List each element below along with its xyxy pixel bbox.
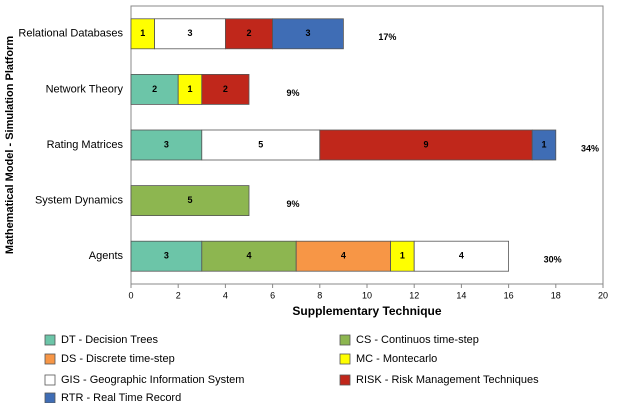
y-axis-label: Mathematical Model - Simulation Platform [4, 36, 16, 254]
bar-segment [130, 185, 250, 217]
legend-swatch [339, 334, 351, 346]
data-label: 5 [187, 195, 192, 205]
x-tick-label: 6 [270, 290, 275, 300]
x-axis-label: Supplementary Technique [292, 304, 441, 318]
y-tick-label: Relational Databases [18, 28, 123, 40]
data-label: 1 [140, 28, 145, 38]
data-label: 2 [246, 28, 251, 38]
data-label: 2 [152, 84, 157, 94]
legend-swatch [44, 374, 56, 386]
data-label: 4 [459, 251, 464, 261]
y-tick-label: Network Theory [46, 83, 124, 95]
share-label: 30% [544, 255, 562, 265]
x-tick-label: 12 [409, 290, 419, 300]
legend-label: CS - Continuos time-step [356, 334, 479, 346]
x-tick-label: 2 [176, 290, 181, 300]
data-label: 1 [400, 251, 405, 261]
bar-segment [319, 129, 533, 161]
share-label: 9% [286, 88, 299, 98]
legend-label: DS - Discrete time-step [61, 353, 175, 365]
x-tick-label: 16 [504, 290, 514, 300]
x-tick-label: 4 [223, 290, 228, 300]
x-tick-label: 0 [128, 290, 133, 300]
legend-swatch [44, 392, 56, 404]
data-label: 5 [258, 139, 263, 149]
legend-swatch [44, 353, 56, 365]
bar-segment [130, 74, 179, 105]
x-tick-label: 8 [317, 290, 322, 300]
x-tick-label: 14 [456, 290, 466, 300]
data-label: 1 [187, 84, 192, 94]
legend-label: MC - Montecarlo [356, 353, 437, 365]
legend-label: RTR - Real Time Record [61, 392, 181, 403]
data-label: 4 [246, 251, 251, 261]
data-label: 9 [423, 139, 428, 149]
share-label: 9% [286, 199, 299, 209]
data-label: 3 [164, 251, 169, 261]
y-tick-label: System Dynamics [35, 195, 124, 207]
legend-swatch [44, 334, 56, 346]
legend-swatch [339, 353, 351, 365]
legend-label: DT - Decision Trees [61, 334, 158, 346]
legend-label: GIS - Geographic Information System [61, 374, 244, 386]
bar-segment [130, 129, 203, 161]
data-label: 3 [187, 28, 192, 38]
bar-segment [201, 74, 250, 105]
bar-segment [130, 240, 203, 272]
bar-segment [413, 240, 510, 272]
share-label: 17% [378, 32, 396, 42]
share-label: 34% [581, 143, 599, 153]
bar-segment [531, 129, 557, 161]
legend-swatch [339, 374, 351, 386]
x-tick-label: 20 [598, 290, 608, 300]
y-tick-label: Rating Matrices [47, 139, 124, 151]
data-label: 2 [223, 84, 228, 94]
legend-label: RISK - Risk Management Techniques [356, 374, 539, 386]
bar-segment [201, 129, 321, 161]
data-label: 4 [341, 251, 346, 261]
bar-segment [272, 18, 344, 50]
bar-segment [154, 18, 226, 50]
data-label: 3 [164, 139, 169, 149]
data-label: 1 [541, 139, 546, 149]
y-tick-label: Agents [89, 250, 124, 262]
x-tick-label: 10 [362, 290, 372, 300]
data-label: 3 [305, 28, 310, 38]
x-tick-label: 18 [551, 290, 561, 300]
